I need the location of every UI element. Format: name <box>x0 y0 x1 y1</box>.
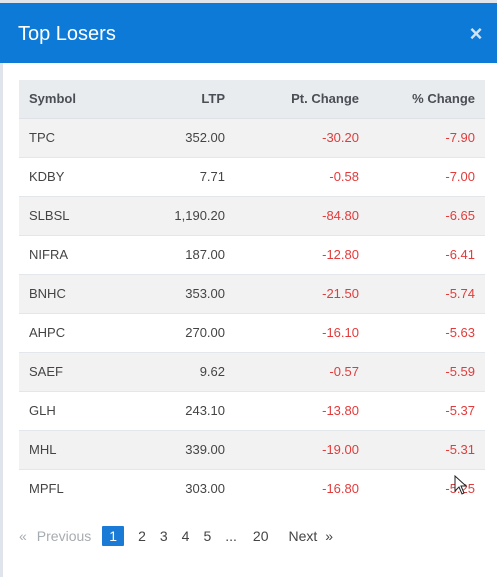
table-row[interactable]: GLH 243.10 -13.80 -5.37 <box>19 390 485 430</box>
cell-pct-change: -7.00 <box>369 156 485 196</box>
cell-ltp: 9.62 <box>119 351 235 391</box>
pagination: « Previous 1 2 3 4 5 ... 20 Next » <box>19 524 333 547</box>
table-row[interactable]: KDBY 7.71 -0.58 -7.00 <box>19 156 485 196</box>
cell-symbol: KDBY <box>19 156 119 196</box>
cell-pct-change: -6.65 <box>369 195 485 235</box>
cell-pct-change: -6.41 <box>369 234 485 274</box>
table-row[interactable]: NIFRA 187.00 -12.80 -6.41 <box>19 234 485 274</box>
cell-pt-change: -30.20 <box>235 117 369 157</box>
cell-pt-change: -19.00 <box>235 429 369 469</box>
cell-pct-change: -5.63 <box>369 312 485 352</box>
cell-symbol: AHPC <box>19 312 119 352</box>
cell-pct-change: -7.90 <box>369 117 485 157</box>
next-button[interactable]: Next <box>288 527 318 544</box>
col-pt-change[interactable]: Pt. Change <box>235 80 369 119</box>
cell-pct-change: -5.74 <box>369 273 485 313</box>
table-row[interactable]: TPC 352.00 -30.20 -7.90 <box>19 117 485 157</box>
cell-ltp: 352.00 <box>119 117 235 157</box>
page-1-button[interactable]: 1 <box>102 525 125 546</box>
cell-pct-change: -5.25 <box>369 468 485 508</box>
cell-symbol: GLH <box>19 390 119 430</box>
cell-symbol: SLBSL <box>19 195 119 235</box>
cell-ltp: 270.00 <box>119 312 235 352</box>
table-row[interactable]: SAEF 9.62 -0.57 -5.59 <box>19 351 485 391</box>
col-symbol[interactable]: Symbol <box>19 80 119 119</box>
page-20-button[interactable]: 20 <box>252 527 269 544</box>
table-row[interactable]: BNHC 353.00 -21.50 -5.74 <box>19 273 485 313</box>
cell-ltp: 243.10 <box>119 390 235 430</box>
cell-pct-change: -5.59 <box>369 351 485 391</box>
cell-symbol: BNHC <box>19 273 119 313</box>
cell-pct-change: -5.31 <box>369 429 485 469</box>
col-ltp[interactable]: LTP <box>119 80 235 119</box>
backdrop-left <box>0 3 3 577</box>
page-3-button[interactable]: 3 <box>159 527 168 544</box>
page-4-button[interactable]: 4 <box>181 527 190 544</box>
page-2-button[interactable]: 2 <box>138 527 146 544</box>
pagination-ellipsis: ... <box>225 527 237 544</box>
cell-pt-change: -21.50 <box>235 273 369 313</box>
cell-symbol: MHL <box>19 429 119 469</box>
cell-ltp: 339.00 <box>119 429 235 469</box>
table-row[interactable]: AHPC 270.00 -16.10 -5.63 <box>19 312 485 352</box>
cell-pt-change: -0.57 <box>235 351 369 391</box>
cell-symbol: NIFRA <box>19 234 119 274</box>
cell-pt-change: -12.80 <box>235 234 369 274</box>
previous-button: Previous <box>36 527 92 544</box>
cell-ltp: 187.00 <box>119 234 235 274</box>
cell-ltp: 7.71 <box>119 156 235 196</box>
next-arrow[interactable]: » <box>325 527 334 544</box>
cell-pt-change: -13.80 <box>235 390 369 430</box>
cell-symbol: MPFL <box>19 468 119 508</box>
cell-pt-change: -84.80 <box>235 195 369 235</box>
backdrop-top <box>0 0 497 3</box>
cell-ltp: 353.00 <box>119 273 235 313</box>
table-row[interactable]: SLBSL 1,190.20 -84.80 -6.65 <box>19 195 485 235</box>
cell-pt-change: -0.58 <box>235 156 369 196</box>
cell-symbol: SAEF <box>19 351 119 391</box>
cell-symbol: TPC <box>19 117 119 157</box>
page-5-button[interactable]: 5 <box>203 527 212 544</box>
col-pct-change[interactable]: % Change <box>369 80 485 119</box>
modal-header: Top Losers × <box>0 3 497 63</box>
table-row[interactable]: MHL 339.00 -19.00 -5.31 <box>19 429 485 469</box>
cell-ltp: 303.00 <box>119 468 235 508</box>
top-losers-table: Symbol LTP Pt. Change % Change TPC 352.00… <box>19 80 485 508</box>
table-header-row: Symbol LTP Pt. Change % Change <box>19 80 485 119</box>
cell-pt-change: -16.80 <box>235 468 369 508</box>
mouse-cursor-icon <box>454 475 468 495</box>
close-icon[interactable]: × <box>469 21 483 46</box>
cell-pct-change: -5.37 <box>369 390 485 430</box>
prev-arrow: « <box>19 527 27 544</box>
cell-ltp: 1,190.20 <box>119 195 235 235</box>
modal-title: Top Losers <box>18 23 116 45</box>
cell-pt-change: -16.10 <box>235 312 369 352</box>
